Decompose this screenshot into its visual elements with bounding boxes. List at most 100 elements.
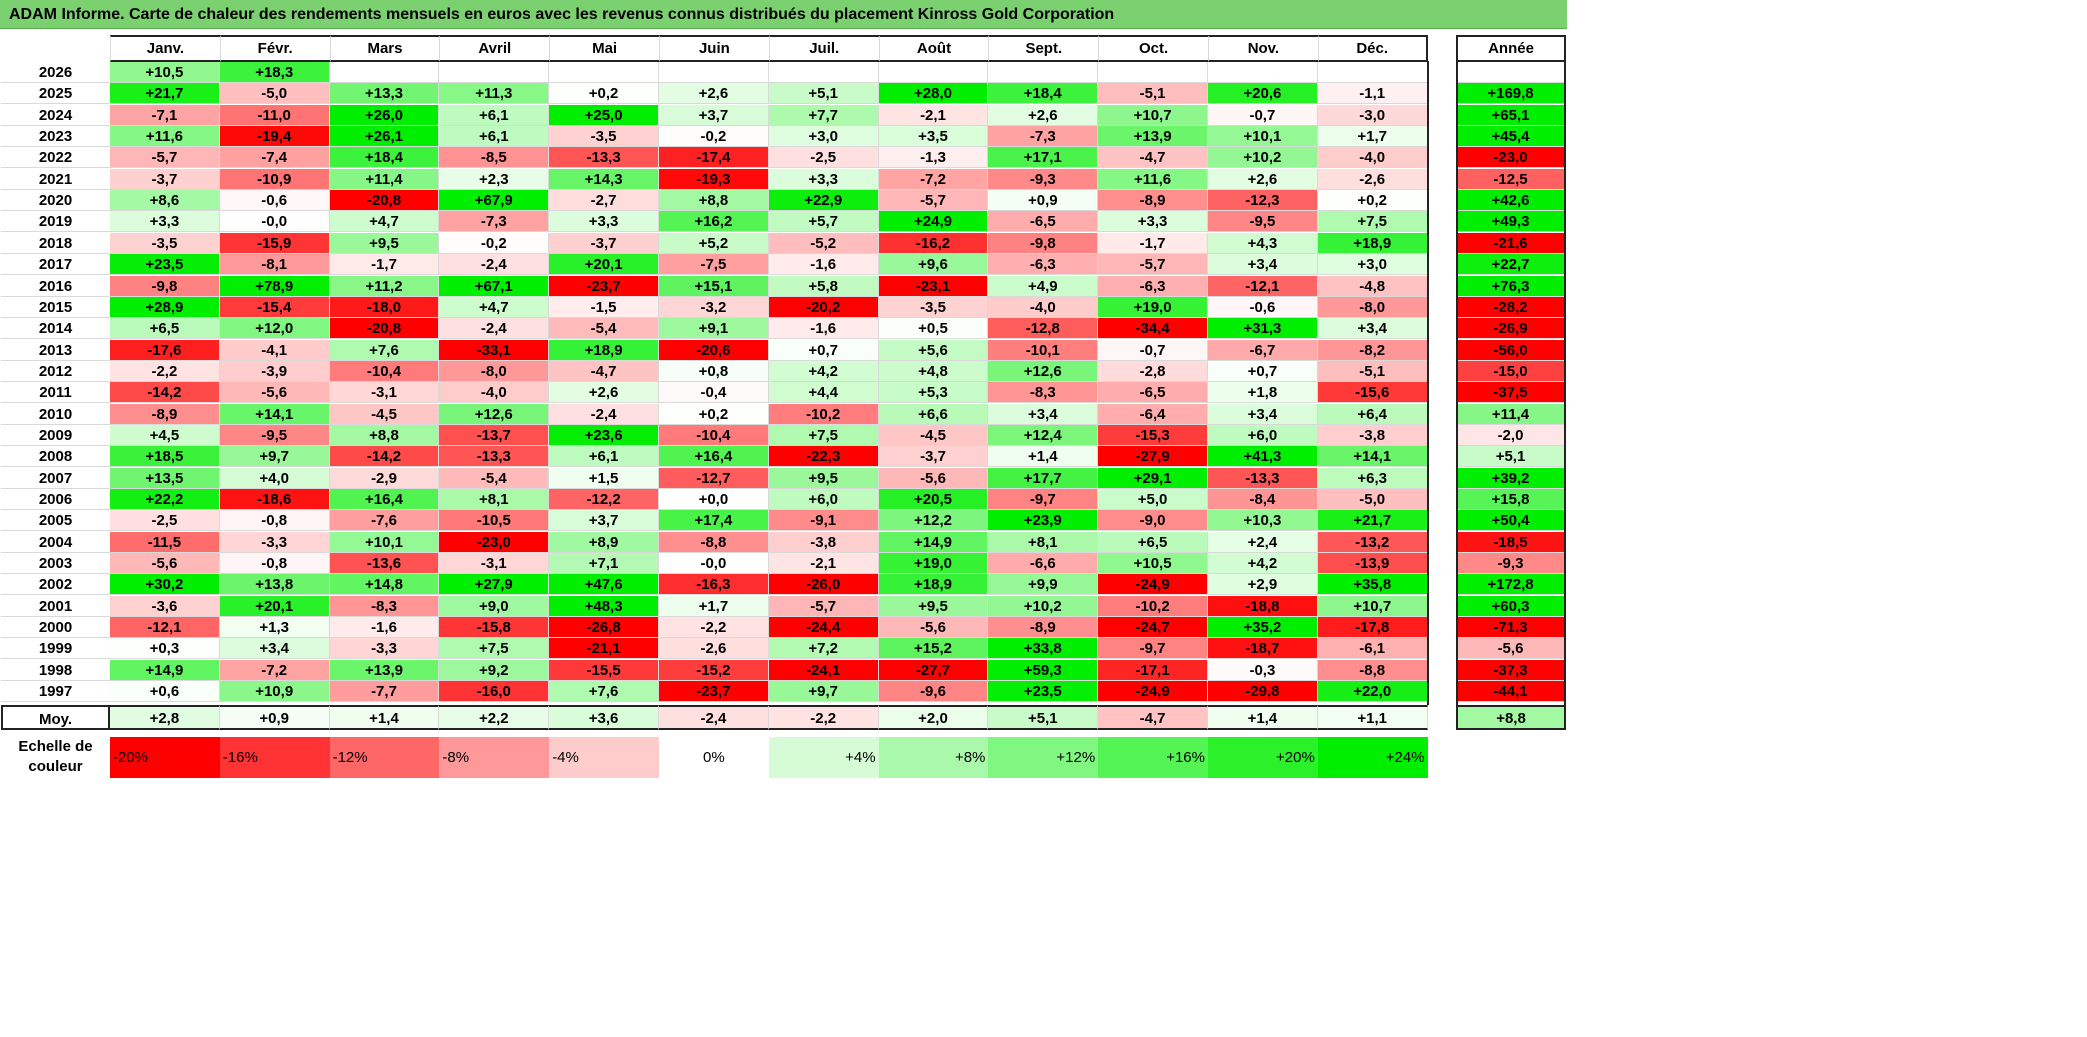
heatmap-cell: +2,6 <box>659 83 769 105</box>
year-label: 2007 <box>1 468 110 489</box>
heatmap-cell: +10,9 <box>219 681 330 703</box>
heatmap-cell: +10,5 <box>1098 553 1208 575</box>
heatmap-cell: -2,2 <box>659 617 769 639</box>
heatmap-cell: +10,3 <box>1208 510 1318 532</box>
heatmap-cell: +4,9 <box>988 275 1099 297</box>
scale-swatch: -12% <box>329 737 440 778</box>
heatmap-cell: +10,7 <box>1098 104 1208 126</box>
heatmap-cell: -4,0 <box>439 382 550 404</box>
heatmap-cell: +6,5 <box>110 318 220 340</box>
month-header: Août <box>878 35 989 62</box>
heatmap-cell: -13,7 <box>439 424 550 446</box>
heatmap-cell: +9,0 <box>439 595 550 617</box>
heatmap-cell: -3,8 <box>1317 424 1428 446</box>
heatmap-cell: +23,5 <box>110 254 220 276</box>
year-label: 2006 <box>1 489 110 510</box>
heatmap-cell: -7,7 <box>329 681 440 703</box>
heatmap-cell: -24,1 <box>768 659 879 681</box>
heatmap-cell: -3,9 <box>219 360 330 382</box>
heatmap-cell: -5,6 <box>219 382 330 404</box>
heatmap-cell: +3,4 <box>1317 318 1428 340</box>
heatmap-cell: +22,2 <box>110 489 220 510</box>
annual-cell: -56,0 <box>1456 339 1566 361</box>
average-cell: -4,7 <box>1098 704 1208 730</box>
heatmap-cell: +8,1 <box>439 489 550 510</box>
heatmap-cell: -9,5 <box>219 424 330 446</box>
heatmap-cell: -6,5 <box>988 211 1099 233</box>
heatmap-cell: -19,3 <box>659 168 769 190</box>
heatmap-cell: +33,8 <box>988 638 1099 660</box>
heatmap-cell: +6,1 <box>439 126 550 148</box>
heatmap-cell: -6,3 <box>988 254 1099 276</box>
month-header: Janv. <box>110 35 220 62</box>
heatmap-cell: -7,2 <box>219 659 330 681</box>
heatmap-cell: +59,3 <box>988 659 1099 681</box>
heatmap-cell: +17,7 <box>988 467 1099 489</box>
scale-label-line1: Echelle de <box>18 738 93 755</box>
average-cell: +3,6 <box>549 704 659 730</box>
heatmap-cell: -8,8 <box>659 531 769 553</box>
heatmap-cell: +25,0 <box>549 104 659 126</box>
heatmap-cell: -2,7 <box>549 190 659 212</box>
heatmap-cell: +20,1 <box>219 595 330 617</box>
heatmap-cell: -7,4 <box>219 147 330 169</box>
heatmap-cell: -2,1 <box>768 553 879 575</box>
heatmap-cell: -2,5 <box>110 510 220 532</box>
heatmap-cell: +3,4 <box>1208 403 1318 425</box>
annual-cell: -15,0 <box>1456 360 1566 382</box>
heatmap-cell: -0,8 <box>219 510 330 532</box>
average-cell: -2,2 <box>768 704 879 730</box>
heatmap-cell: -17,4 <box>659 147 769 169</box>
heatmap-cell: -1,1 <box>1317 83 1428 105</box>
heatmap-cell: +6,6 <box>878 403 989 425</box>
heatmap-cell: +24,9 <box>878 211 989 233</box>
average-cell: +2,0 <box>878 704 989 730</box>
annual-cell: -9,3 <box>1456 553 1566 575</box>
heatmap-cell: +23,5 <box>988 681 1099 703</box>
scale-swatch: +8% <box>878 737 989 778</box>
heatmap-cell: +2,6 <box>988 104 1099 126</box>
year-label: 2009 <box>1 425 110 446</box>
scale-swatch: +4% <box>768 737 879 778</box>
annual-cell: -28,2 <box>1456 296 1566 318</box>
heatmap-cell: -15,4 <box>219 296 330 318</box>
heatmap-cell: -3,1 <box>329 382 440 404</box>
heatmap-cell: +67,1 <box>439 275 550 297</box>
annual-cell: -37,5 <box>1456 382 1566 404</box>
heatmap-cell: -13,6 <box>329 553 440 575</box>
heatmap-cell: +8,9 <box>549 531 659 553</box>
annual-cell: +169,8 <box>1456 83 1566 105</box>
heatmap-cell: +4,5 <box>110 424 220 446</box>
average-cell: +1,1 <box>1317 704 1428 730</box>
heatmap-cell: -7,5 <box>659 254 769 276</box>
heatmap-cell: +3,3 <box>110 211 220 233</box>
heatmap-cell: -1,6 <box>329 617 440 639</box>
heatmap-cell <box>988 62 1099 83</box>
heatmap-cell <box>329 62 440 83</box>
heatmap-cell: -0,7 <box>1098 339 1208 361</box>
heatmap-cell: +6,4 <box>1317 403 1428 425</box>
heatmap-cell: -15,8 <box>439 617 550 639</box>
heatmap-cell: +4,7 <box>439 296 550 318</box>
heatmap-cell: +5,2 <box>659 232 769 254</box>
year-label: 2003 <box>1 553 110 575</box>
heatmap-cell: +12,2 <box>878 510 989 532</box>
heatmap-cell: +26,1 <box>329 126 440 148</box>
heatmap-cell: -2,4 <box>549 403 659 425</box>
heatmap-cell: -18,0 <box>329 296 440 318</box>
heatmap-cell: +9,7 <box>768 681 879 703</box>
heatmap-cell: +30,2 <box>110 574 220 596</box>
heatmap-cell: -9,7 <box>988 489 1099 510</box>
heatmap-cell: -17,6 <box>110 339 220 361</box>
heatmap-cell: +5,0 <box>1098 489 1208 510</box>
scale-swatch: +16% <box>1098 737 1208 778</box>
heatmap-cell: -18,7 <box>1208 638 1318 660</box>
heatmap-cell: -23,1 <box>878 275 989 297</box>
annual-cell: +76,3 <box>1456 275 1566 297</box>
heatmap-cell: -8,3 <box>329 595 440 617</box>
year-label: 1997 <box>1 681 110 703</box>
heatmap-cell: -19,4 <box>219 126 330 148</box>
heatmap-cell: +35,2 <box>1208 617 1318 639</box>
heatmap-cell: +0,5 <box>878 318 989 340</box>
month-header: Févr. <box>219 35 330 62</box>
